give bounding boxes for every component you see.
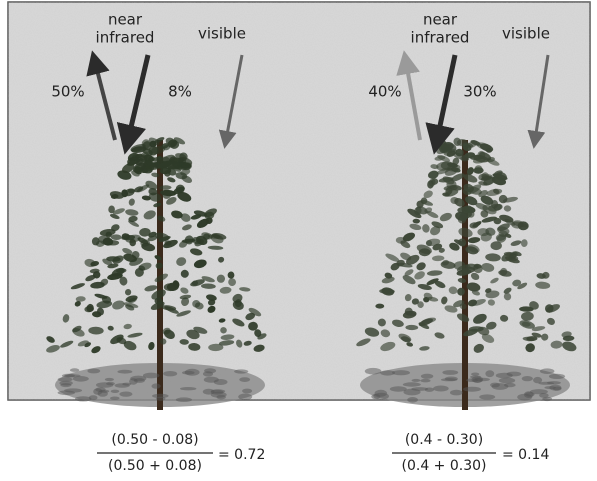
shadow-leaf	[111, 390, 120, 393]
shadow-leaf	[105, 378, 114, 381]
shadow-leaf	[472, 376, 484, 383]
shadow-leaf	[442, 370, 458, 375]
nir-label: infrared	[411, 29, 470, 47]
shadow-leaf	[242, 389, 252, 394]
shadow-leaf	[117, 370, 132, 374]
shadow-leaf	[412, 379, 421, 382]
leaf	[419, 248, 431, 256]
shadow-leaf	[87, 369, 100, 374]
leaf	[375, 304, 384, 309]
shadow-leaf	[96, 382, 113, 388]
shadow-leaf	[471, 373, 479, 376]
shadow-leaf	[119, 392, 132, 397]
formula-result: = 0.72	[218, 447, 265, 463]
shadow-leaf	[75, 396, 92, 401]
shadow-leaf	[163, 371, 177, 376]
shadow-leaf	[110, 397, 120, 400]
shadow-leaf	[176, 397, 192, 402]
shadow-leaf	[89, 395, 98, 400]
shadow-leaf	[538, 382, 554, 385]
nir-label: near	[423, 11, 458, 29]
shadow-leaf	[445, 377, 458, 381]
shadow-leaf	[203, 371, 213, 376]
formula-numerator: (0.50 - 0.08)	[111, 432, 198, 448]
shadow-leaf	[115, 383, 130, 388]
shadow-leaf	[544, 386, 555, 389]
nir-label: infrared	[96, 29, 155, 47]
shadow-leaf	[450, 390, 463, 396]
shadow-leaf	[421, 374, 433, 379]
formula-denominator: (0.50 + 0.08)	[108, 458, 202, 474]
shadow-leaf	[152, 383, 161, 388]
shadow-leaf	[70, 368, 79, 372]
shadow-leaf	[492, 383, 509, 390]
shadow-leaf	[156, 397, 166, 401]
shadow-leaf	[204, 377, 219, 383]
shadow-leaf	[211, 390, 224, 395]
shadow-leaf	[392, 370, 410, 375]
shadow-leaf	[407, 397, 418, 403]
shadow-leaf	[524, 391, 534, 398]
shadow-leaf	[411, 387, 428, 391]
visible-reflectance: 8%	[168, 83, 192, 101]
shadow-leaf	[540, 368, 554, 374]
shadow-leaf	[485, 370, 494, 377]
shadow-leaf	[62, 374, 75, 378]
shadow-leaf	[373, 393, 389, 400]
shadow-leaf	[403, 382, 421, 386]
visible-label: visible	[502, 25, 550, 43]
visible-label: visible	[198, 25, 246, 43]
shadow-leaf	[239, 377, 250, 382]
shadow-leaf	[522, 376, 533, 381]
shadow-leaf	[390, 386, 407, 391]
shadow-leaf	[433, 386, 449, 392]
shadow-leaf	[64, 388, 82, 392]
shadow-leaf	[499, 378, 515, 384]
shadow-leaf	[234, 369, 248, 373]
diagram: near infrared visible 50% 8% near infrar…	[0, 0, 597, 477]
shadow-leaf	[479, 394, 495, 399]
nir-reflectance: 40%	[368, 83, 401, 101]
formula-numerator: (0.4 - 0.30)	[405, 432, 483, 448]
shadow-leaf	[59, 381, 72, 386]
shadow-leaf	[496, 373, 513, 379]
shadow-leaf	[365, 368, 382, 375]
formula-denominator: (0.4 + 0.30)	[402, 458, 487, 474]
shadow-leaf	[539, 393, 549, 398]
shadow-leaf	[420, 379, 430, 383]
shadow-leaf	[185, 369, 200, 376]
shadow-leaf	[463, 387, 481, 392]
shadow-leaf	[93, 388, 102, 395]
shadow-leaf	[143, 373, 160, 379]
shadow-leaf	[180, 387, 196, 390]
shadow-leaf	[238, 394, 252, 401]
visible-reflectance: 30%	[463, 83, 496, 101]
shadow-leaf	[549, 374, 565, 379]
formula-result: = 0.14	[502, 447, 549, 463]
shadow-leaf	[129, 378, 138, 385]
leaf	[511, 220, 523, 228]
nir-label: near	[108, 11, 143, 29]
nir-reflectance: 50%	[51, 83, 84, 101]
